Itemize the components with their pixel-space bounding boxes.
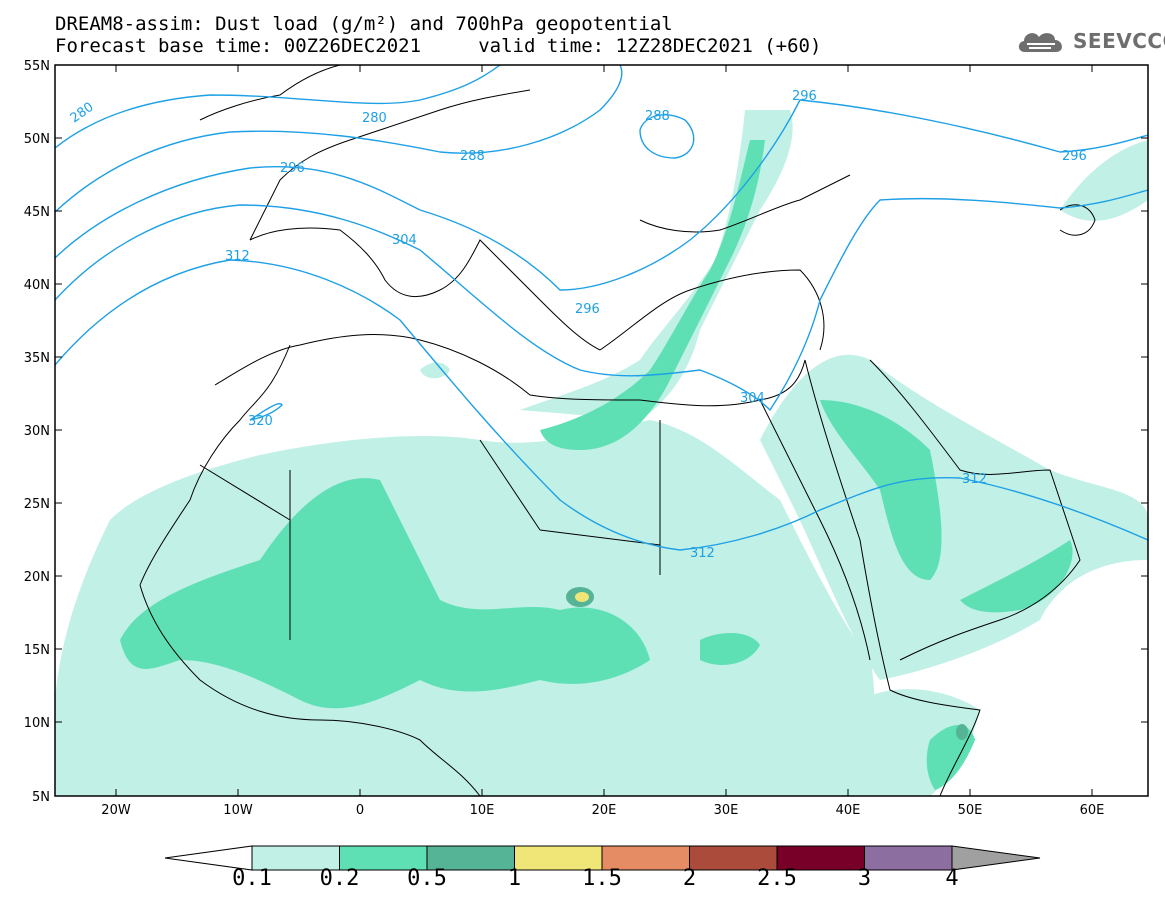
- contour-label: 320: [248, 414, 273, 429]
- contour-label: 288: [460, 149, 485, 164]
- colorbar-swatch: [514, 845, 603, 871]
- lat-label: 10N: [24, 716, 50, 731]
- contour-label: 296: [575, 302, 600, 317]
- lon-label: 0: [356, 803, 364, 818]
- seevccc-logo: SEEVCCC: [1015, 26, 1165, 56]
- dust-medium-libya: [540, 140, 765, 450]
- dust-area-mediterranean: [520, 110, 793, 420]
- contour-label: 296: [1062, 149, 1087, 164]
- colorbar-label: 0.5: [407, 866, 447, 891]
- colorbar-label: 1: [507, 866, 522, 891]
- lon-label: 10W: [223, 803, 253, 818]
- contour-label: 304: [740, 391, 765, 406]
- contour-label: 312: [225, 249, 250, 264]
- cloud-icon: [1018, 33, 1062, 52]
- colorbar: [164, 845, 1041, 871]
- contour-label: 312: [962, 472, 987, 487]
- colorbar-label: 4: [945, 866, 959, 891]
- lon-label: 40E: [836, 803, 861, 818]
- dust-medium-sudan: [700, 633, 760, 665]
- contour-label: 288: [645, 109, 670, 124]
- colorbar-swatch: [601, 845, 690, 871]
- lon-label: 50E: [958, 803, 983, 818]
- colorbar-label: 2: [682, 866, 697, 891]
- lat-label: 5N: [32, 790, 50, 805]
- dust-area-morocco: [420, 362, 450, 379]
- lat-label: 35N: [24, 351, 50, 366]
- lon-label: 10E: [470, 803, 495, 818]
- colorbar-swatch: [864, 845, 953, 871]
- dust-high-somalia: [956, 724, 968, 740]
- contour-label: 296: [280, 161, 305, 176]
- lat-label: 15N: [24, 643, 50, 658]
- colorbar-label: 0.1: [232, 866, 272, 891]
- lat-label: 25N: [24, 497, 50, 512]
- lon-label: 20E: [592, 803, 617, 818]
- colorbar-label: 3: [857, 866, 872, 891]
- contour-label: 296: [792, 89, 817, 104]
- lon-label: 30E: [714, 803, 739, 818]
- lat-label: 40N: [24, 278, 50, 293]
- map-title-line2: Forecast base time: 00Z26DEC2021 valid t…: [55, 35, 822, 57]
- dust-medium-sahel: [120, 478, 650, 709]
- logo-text: SEEVCCC: [1073, 29, 1165, 53]
- colorbar-label: 0.2: [319, 866, 360, 891]
- lat-label: 55N: [24, 59, 50, 74]
- colorbar-label: 1.5: [582, 866, 622, 891]
- lat-label: 20N: [24, 570, 50, 585]
- contour-label: 280: [362, 111, 387, 126]
- dust-area-caspian: [1060, 140, 1148, 221]
- colorbar-swatch: [426, 845, 515, 871]
- latitude-axis: 55N 50N 45N 40N 35N 30N 25N 20N 15N 10N 5N: [24, 59, 1148, 805]
- contour-label: 304: [392, 233, 417, 248]
- contour-label: 280: [68, 100, 97, 127]
- dust-medium-oman: [960, 540, 1073, 613]
- lon-label: 20W: [101, 803, 131, 818]
- dust-medium-horn: [926, 725, 975, 790]
- geopotential-contours: [55, 65, 1148, 551]
- colorbar-high-arrow: [951, 845, 1041, 871]
- map-title-line1: DREAM8-assim: Dust load (g/m²) and 700hP…: [55, 13, 673, 35]
- contour-label: 312: [690, 546, 715, 561]
- lat-label: 45N: [24, 205, 50, 220]
- lon-label: 60E: [1080, 803, 1105, 818]
- lat-label: 50N: [24, 132, 50, 147]
- lat-label: 30N: [24, 424, 50, 439]
- coastlines: [139, 65, 1096, 796]
- dust-peak-chad: [575, 592, 589, 602]
- dust-shading: [55, 110, 1148, 796]
- colorbar-swatch: [339, 845, 428, 871]
- colorbar-label: 2.5: [757, 866, 797, 891]
- colorbar-swatch: [689, 845, 778, 871]
- dust-medium-arabia: [820, 400, 942, 580]
- longitude-axis: 20W 10W 0 10E 20E 30E 40E 50E 60E: [101, 65, 1104, 818]
